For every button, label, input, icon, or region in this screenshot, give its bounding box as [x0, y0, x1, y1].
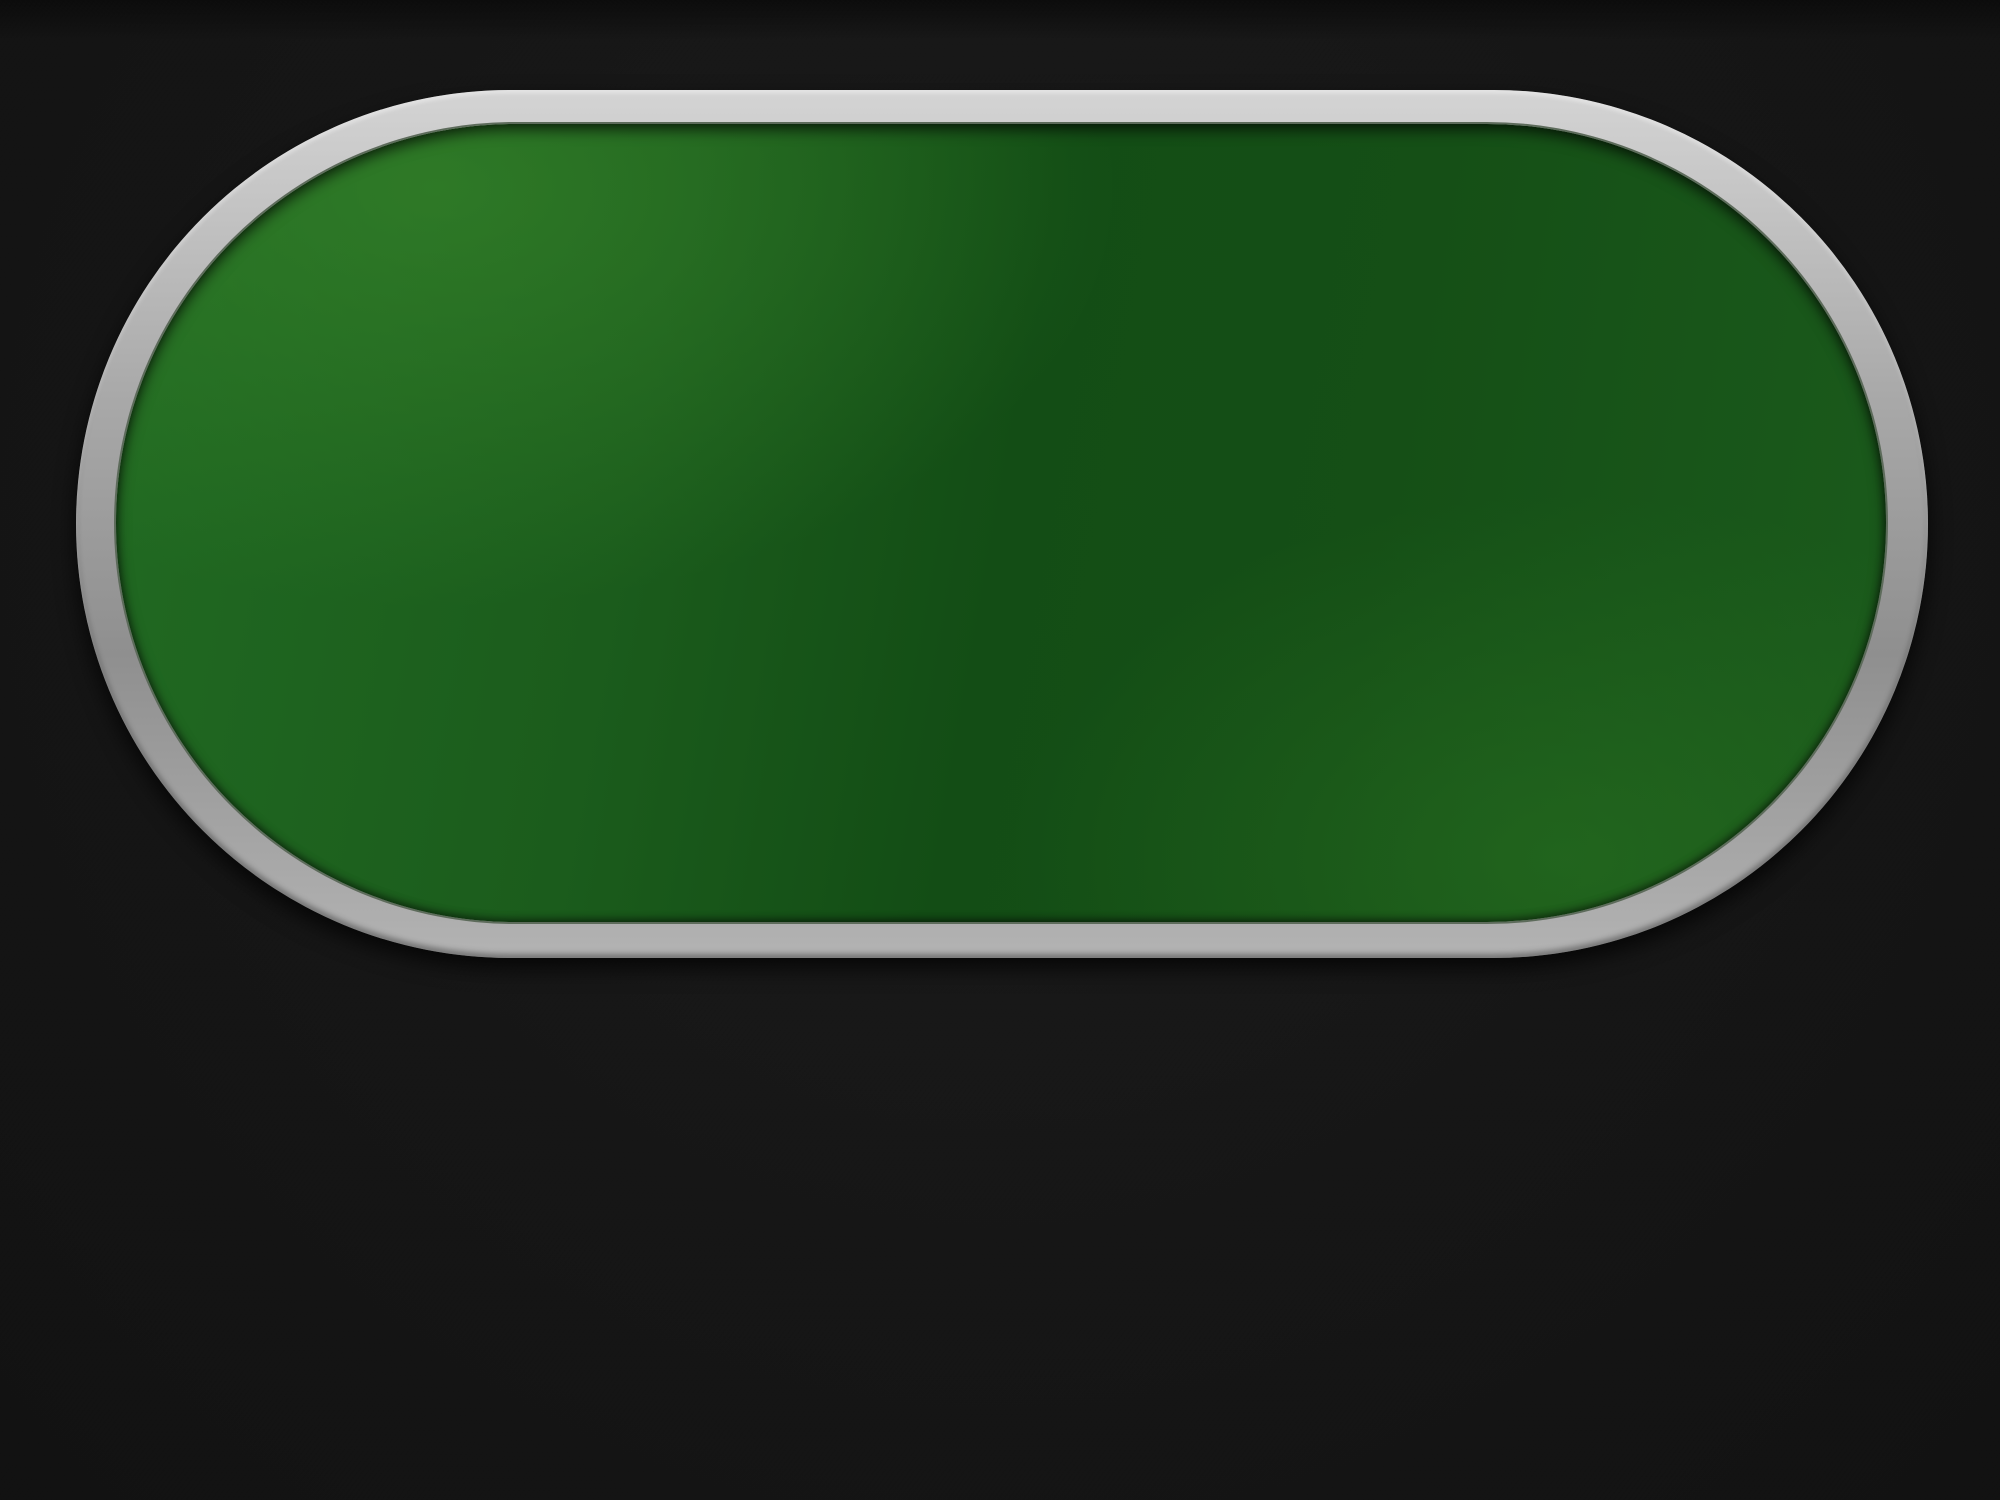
poker-table-felt [116, 124, 1886, 922]
